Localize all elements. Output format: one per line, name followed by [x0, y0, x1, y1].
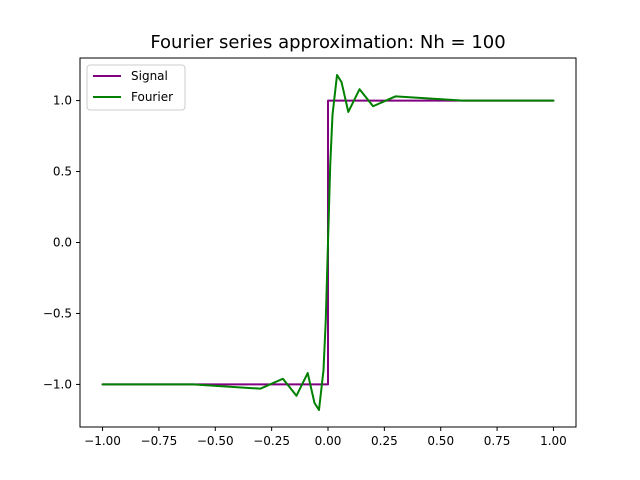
axes: −1.00 −0.75 −0.50 −0.25 0.00 0.25 0.50 0.75 1.00… — [43, 57, 577, 448]
legend: Signal Fourier — [86, 64, 186, 111]
plot-area — [101, 74, 555, 411]
x-tick-label: −0.50 — [197, 434, 234, 448]
x-tick-label: −0.75 — [141, 434, 178, 448]
x-tick-label: −1.00 — [84, 434, 121, 448]
legend-label-signal: Signal — [131, 69, 168, 83]
legend-label-fourier: Fourier — [131, 90, 173, 104]
series-line-fourier — [101, 74, 555, 411]
x-tick-label: 0.00 — [315, 434, 342, 448]
y-tick-label: −0.5 — [43, 306, 72, 320]
x-tick-label: 0.75 — [484, 434, 511, 448]
x-tick-label: 1.00 — [540, 434, 567, 448]
y-tick-label: 1.0 — [53, 94, 72, 108]
y-tick-label: 0.5 — [53, 165, 72, 179]
y-tick-label: −1.0 — [43, 377, 72, 391]
x-tick-label: 0.25 — [371, 434, 398, 448]
x-tick-label: −0.25 — [253, 434, 290, 448]
x-tick-label: 0.50 — [427, 434, 454, 448]
chart-title: Fourier series approximation: Nh = 100 — [150, 32, 505, 53]
y-tick-label: 0.0 — [53, 236, 72, 250]
